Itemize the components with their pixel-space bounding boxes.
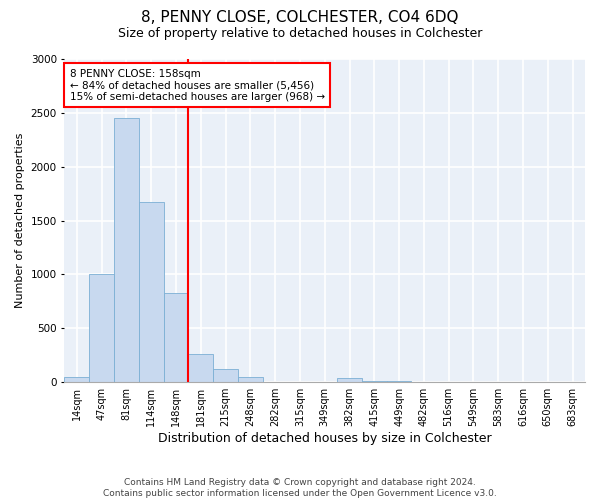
- Text: Size of property relative to detached houses in Colchester: Size of property relative to detached ho…: [118, 28, 482, 40]
- Text: Contains HM Land Registry data © Crown copyright and database right 2024.
Contai: Contains HM Land Registry data © Crown c…: [103, 478, 497, 498]
- Text: 8, PENNY CLOSE, COLCHESTER, CO4 6DQ: 8, PENNY CLOSE, COLCHESTER, CO4 6DQ: [141, 10, 459, 25]
- Bar: [362, 380, 386, 382]
- Bar: [337, 378, 362, 382]
- Bar: [114, 118, 139, 382]
- Bar: [139, 202, 164, 382]
- Bar: [164, 293, 188, 382]
- Bar: [238, 377, 263, 382]
- Bar: [188, 354, 213, 382]
- Text: 8 PENNY CLOSE: 158sqm
← 84% of detached houses are smaller (5,456)
15% of semi-d: 8 PENNY CLOSE: 158sqm ← 84% of detached …: [70, 68, 325, 102]
- X-axis label: Distribution of detached houses by size in Colchester: Distribution of detached houses by size …: [158, 432, 491, 445]
- Bar: [64, 377, 89, 382]
- Bar: [89, 274, 114, 382]
- Y-axis label: Number of detached properties: Number of detached properties: [15, 133, 25, 308]
- Bar: [213, 368, 238, 382]
- Bar: [386, 380, 412, 382]
